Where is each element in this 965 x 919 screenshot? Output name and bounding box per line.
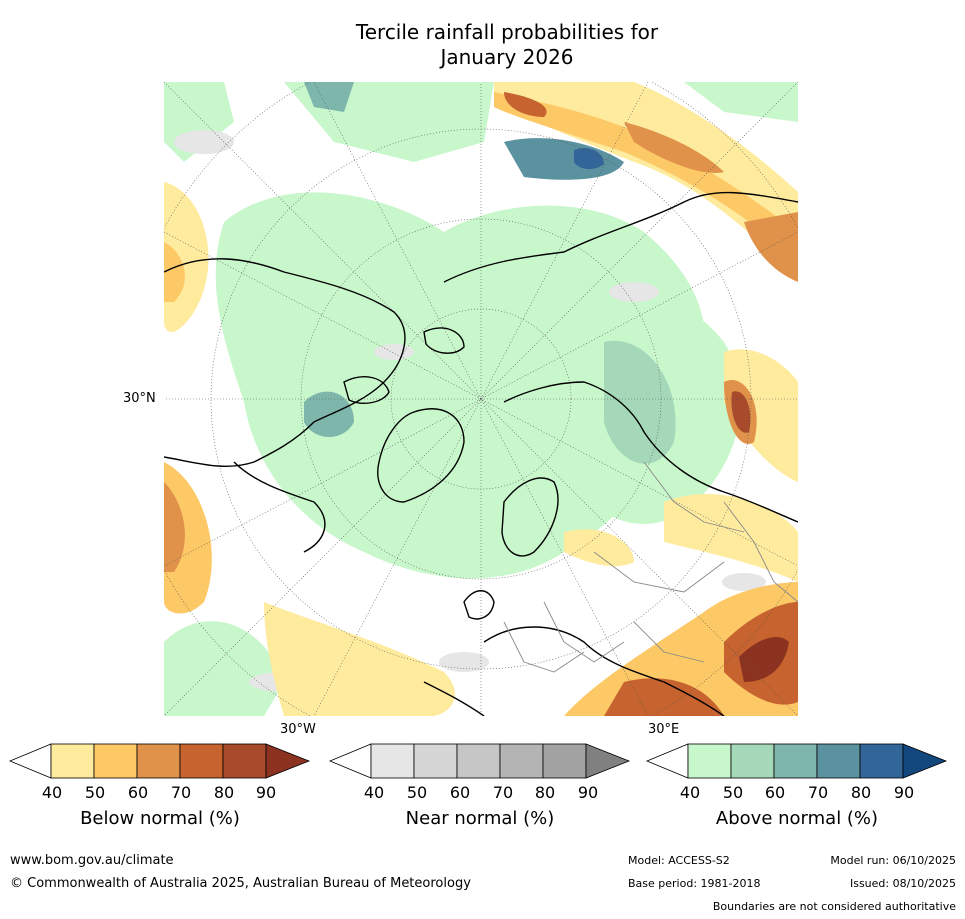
north-america-coast <box>164 258 406 467</box>
colorbar-tick: 70 <box>807 783 829 802</box>
colorbar-tick: 70 <box>492 783 514 802</box>
colorbar-swatch <box>687 743 732 779</box>
colorbar-swatch <box>222 743 267 779</box>
map-title: Tercile rainfall probabilities for Janua… <box>0 20 965 70</box>
issued-text: Issued: 08/10/2025 <box>849 877 956 890</box>
below-normal-region <box>164 242 185 302</box>
colorbar-min-arrow <box>8 743 52 779</box>
near-normal-region <box>374 344 414 360</box>
below-normal-region <box>664 493 798 582</box>
colorbar-swatch <box>50 743 95 779</box>
colorbar-swatch <box>816 743 861 779</box>
below-normal-region <box>724 349 798 482</box>
colorbar-tick: 60 <box>764 783 786 802</box>
base-period-text: Base period: 1981-2018 <box>628 877 761 890</box>
colorbar-title-near: Near normal (%) <box>405 808 555 829</box>
below-normal-region <box>624 122 724 173</box>
disclaimer-text: Boundaries are not considered authoritat… <box>712 900 956 913</box>
colorbar-tick: 50 <box>722 783 744 802</box>
scandinavia-coast <box>501 477 559 557</box>
above-normal-region <box>164 621 284 716</box>
colorbar-min-arrow <box>328 743 372 779</box>
arctic-islands-coast <box>423 327 465 354</box>
colorbar-tick: 50 <box>406 783 428 802</box>
lon-label-30w: 30°W <box>280 722 316 737</box>
lat-label-30n: 30°N <box>123 391 156 406</box>
colorbar-tick: 40 <box>41 783 63 802</box>
colorbar-tick: 80 <box>850 783 872 802</box>
colorbar-swatch <box>730 743 775 779</box>
colorbar-near-normal <box>328 743 631 779</box>
colorbar-tick: 60 <box>127 783 149 802</box>
colorbar-max-arrow <box>585 743 631 779</box>
colorbar-swatch <box>456 743 501 779</box>
colorbar-swatch <box>773 743 818 779</box>
colorbar-ticks-below: 40 50 60 70 80 90 <box>8 783 312 805</box>
below-normal-region <box>739 637 789 682</box>
website-link[interactable]: www.bom.gov.au/climate <box>10 853 174 868</box>
colorbar-swatch <box>413 743 458 779</box>
colorbar-swatch <box>370 743 415 779</box>
arctic-islands-coast <box>343 376 390 404</box>
colorbar-tick: 60 <box>449 783 471 802</box>
colorbar-below-normal <box>8 743 311 779</box>
colorbar-swatch <box>93 743 138 779</box>
colorbar-tick: 80 <box>534 783 556 802</box>
colorbar-swatch <box>179 743 224 779</box>
colorbar-min-arrow <box>645 743 689 779</box>
colorbar-max-arrow <box>902 743 948 779</box>
above-normal-region-50 <box>604 340 676 464</box>
below-normal-region <box>731 391 751 433</box>
greenland-coast <box>377 408 465 503</box>
colorbar-title-above: Above normal (%) <box>715 808 879 829</box>
above-normal-region <box>684 82 798 122</box>
rainfall-probability-map <box>164 82 798 716</box>
model-run-text: Model run: 06/10/2025 <box>830 854 956 867</box>
copyright-text: © Commonwealth of Australia 2025, Austra… <box>10 876 471 891</box>
near-normal-region <box>722 573 766 591</box>
title-line-2: January 2026 <box>440 45 574 69</box>
colorbar-title-below: Below normal (%) <box>80 808 240 829</box>
europe-coast <box>423 681 485 716</box>
above-normal-region-60 <box>574 147 604 170</box>
above-normal-region-50 <box>504 138 624 180</box>
colorbar-ticks-above: 40 50 60 70 80 90 <box>645 783 949 805</box>
coastlines <box>164 191 798 716</box>
colorbar-swatch <box>136 743 181 779</box>
eurasia-coast <box>443 191 798 283</box>
country-borders <box>503 461 798 673</box>
colorbar-max-arrow <box>265 743 311 779</box>
colorbar-ticks-near: 40 50 60 70 80 90 <box>328 783 632 805</box>
europe-coast <box>463 590 495 620</box>
colorbar-swatch <box>859 743 904 779</box>
below-normal-region <box>564 529 634 567</box>
colorbar-tick: 50 <box>84 783 106 802</box>
model-text: Model: ACCESS-S2 <box>628 854 730 867</box>
below-normal-region <box>264 602 455 716</box>
colorbar-tick: 90 <box>255 783 277 802</box>
colorbar-tick: 90 <box>577 783 599 802</box>
colorbar-above-normal <box>645 743 948 779</box>
below-normal-region <box>164 482 185 572</box>
colorbar-tick: 90 <box>893 783 915 802</box>
colorbar-tick: 40 <box>679 783 701 802</box>
colorbar-tick: 80 <box>213 783 235 802</box>
near-normal-region <box>439 652 489 672</box>
eurasia-coast <box>503 381 798 523</box>
colorbar-swatch <box>542 743 587 779</box>
europe-coast <box>483 626 725 716</box>
north-america-coast <box>233 461 326 553</box>
below-normal-region <box>744 212 798 282</box>
graticule <box>164 82 798 716</box>
above-normal-region-50 <box>304 82 354 112</box>
near-normal-region <box>609 282 659 302</box>
below-normal-region <box>504 92 547 117</box>
below-normal-region <box>604 678 724 716</box>
lon-label-30e: 30°E <box>648 722 680 737</box>
near-normal-region <box>174 130 234 154</box>
colorbar-swatch <box>499 743 544 779</box>
colorbar-tick: 70 <box>170 783 192 802</box>
colorbar-tick: 40 <box>363 783 385 802</box>
title-line-1: Tercile rainfall probabilities for <box>355 20 659 44</box>
